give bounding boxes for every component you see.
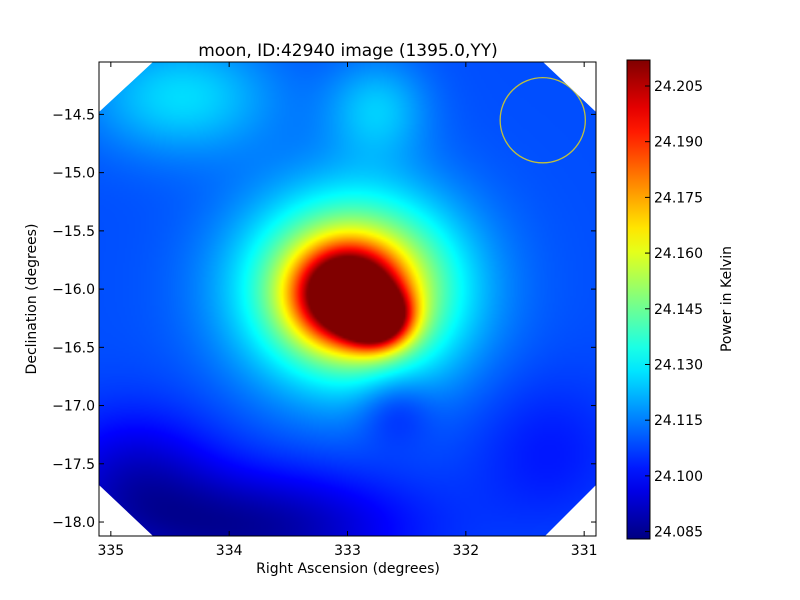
y-tick-label: −16.5: [52, 340, 95, 356]
colorbar-tick-label: 24.130: [654, 357, 703, 373]
x-tick-label: 331: [571, 543, 598, 559]
colorbar-label: Power in Kelvin: [719, 246, 735, 352]
y-tick-label: −18.0: [52, 515, 95, 531]
x-tick-label: 333: [334, 543, 361, 559]
y-tick-label: −14.5: [52, 107, 95, 123]
colorbar-tick-label: 24.100: [654, 469, 703, 485]
colorbar-tick-label: 24.115: [654, 413, 703, 429]
colorbar-ticks: 24.085 24.100 24.115 24.130 24.145 24.160 24.1…: [645, 79, 703, 541]
x-tick-label: 332: [452, 543, 479, 559]
x-axis-ticks: 335 334 333 332 331: [97, 62, 598, 559]
y-tick-label: −17.5: [52, 457, 95, 473]
colorbar: [626, 59, 651, 540]
y-tick-label: −16.0: [52, 282, 95, 298]
beam-circle: [499, 76, 586, 164]
x-tick-label: 335: [97, 543, 124, 559]
colorbar-tick-label: 24.085: [654, 525, 703, 541]
x-axis-label: Right Ascension (degrees): [256, 561, 440, 577]
y-axis-ticks: −14.5 −15.0 −15.5 −16.0 −16.5 −17.0 −17.5 −18.0: [52, 107, 596, 531]
colorbar-tick-label: 24.190: [654, 135, 703, 151]
y-tick-label: −15.5: [52, 224, 95, 240]
heatmap-area: [99, 62, 596, 536]
y-tick-label: −17.0: [52, 399, 95, 415]
y-axis-label: Declination (degrees): [24, 224, 40, 375]
chart-title: moon, ID:42940 image (1395.0,YY): [198, 41, 498, 61]
colorbar-tick-label: 24.175: [654, 190, 703, 206]
colorbar-tick-label: 24.160: [654, 246, 703, 262]
heatmap-image: [99, 62, 596, 536]
x-tick-label: 334: [216, 543, 243, 559]
colorbar-tick-label: 24.205: [654, 79, 703, 95]
colorbar-tick-label: 24.145: [654, 302, 703, 318]
y-tick-label: −15.0: [52, 166, 95, 182]
